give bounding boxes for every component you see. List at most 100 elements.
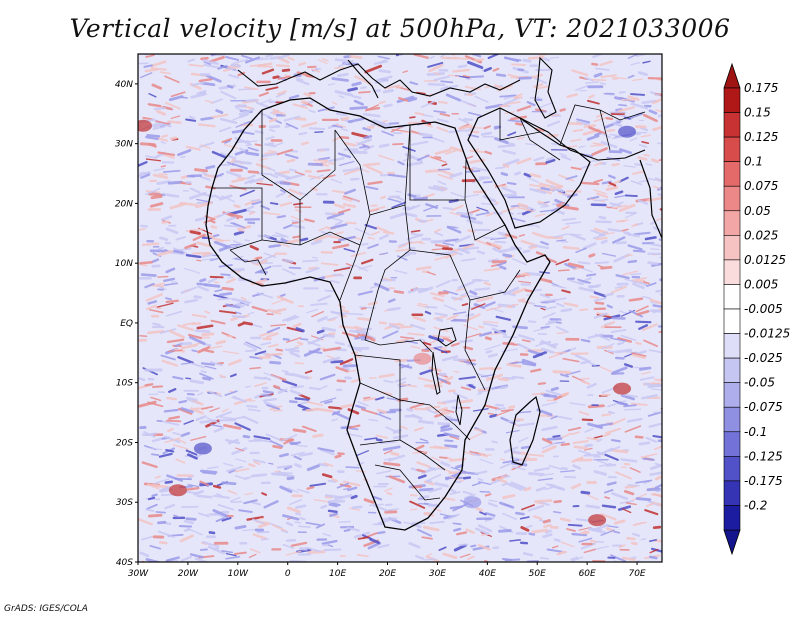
- field-streak: [163, 408, 179, 413]
- field-streak: [652, 304, 662, 308]
- field-streak: [253, 376, 267, 380]
- field-streak: [149, 544, 162, 550]
- field-streak: [388, 323, 401, 330]
- colorbar-label: -0.175: [744, 474, 783, 488]
- field-streak: [225, 552, 237, 557]
- field-streak: [539, 277, 553, 284]
- field-streak: [230, 416, 245, 421]
- field-streak: [656, 502, 662, 508]
- field-streak: [238, 108, 255, 115]
- field-streak: [440, 80, 454, 84]
- field-streak: [594, 261, 610, 265]
- field-streak: [377, 408, 387, 414]
- field-streak: [187, 58, 195, 63]
- field-streak: [560, 541, 575, 548]
- field-streak: [509, 539, 521, 542]
- europe-coastline: [237, 63, 521, 97]
- field-streak: [441, 399, 459, 404]
- field-streak: [442, 552, 458, 560]
- field-streak: [523, 486, 532, 492]
- field-streak: [206, 466, 219, 470]
- field-streak: [502, 158, 520, 167]
- field-streak: [381, 277, 393, 282]
- field-streak: [581, 181, 600, 186]
- field-streak: [338, 235, 356, 242]
- field-streak: [416, 154, 430, 161]
- field-streak: [189, 187, 201, 194]
- field-streak: [552, 434, 561, 438]
- field-streak: [231, 315, 246, 319]
- colorbar: 0.1750.150.1250.10.0750.050.0250.01250.0…: [723, 62, 790, 556]
- field-streak: [631, 352, 647, 357]
- field-streak: [409, 402, 425, 409]
- field-streak: [452, 522, 462, 526]
- field-streak: [184, 267, 201, 274]
- colorbar-label: -0.075: [744, 400, 783, 414]
- field-streak: [534, 501, 545, 505]
- field-streak: [331, 418, 338, 422]
- field-streak: [307, 340, 321, 347]
- field-streak: [619, 310, 629, 315]
- field-streak: [625, 502, 637, 506]
- field-streak: [180, 362, 190, 365]
- field-streak: [237, 71, 246, 77]
- field-streak: [242, 528, 258, 532]
- field-streak: [193, 168, 208, 173]
- field-streak: [535, 128, 545, 132]
- field-streak: [360, 408, 378, 415]
- field-streak: [145, 54, 155, 58]
- field-streak: [185, 118, 197, 122]
- field-streak: [502, 494, 516, 500]
- field-streak: [363, 396, 371, 399]
- field-streak: [387, 306, 401, 312]
- field-streak: [221, 550, 234, 554]
- field-streak: [638, 324, 648, 330]
- field-streak: [652, 126, 662, 132]
- field-streak: [637, 199, 649, 205]
- field-streak: [383, 379, 394, 384]
- coastlines: [205, 56, 662, 531]
- field-streak: [425, 168, 442, 174]
- field-streak: [448, 129, 466, 134]
- field-streak: [291, 373, 310, 380]
- field-streak: [210, 423, 223, 428]
- field-streak: [562, 246, 580, 250]
- field-streak: [294, 171, 305, 176]
- field-streak: [189, 379, 204, 385]
- field-streak: [353, 99, 365, 106]
- field-streak: [418, 495, 430, 499]
- field-streak: [606, 128, 616, 133]
- field-streak: [619, 90, 626, 94]
- field-streak: [429, 520, 445, 525]
- field-streak: [310, 302, 328, 307]
- field-streak: [243, 499, 258, 505]
- field-streak: [438, 100, 448, 104]
- field-streak: [354, 335, 366, 340]
- field-streak: [451, 250, 463, 256]
- field-streak: [643, 281, 650, 285]
- field-streak: [224, 224, 242, 228]
- field-streak: [649, 298, 662, 305]
- field-streak: [362, 112, 381, 118]
- field-streak: [505, 429, 520, 434]
- field-streak: [529, 187, 547, 195]
- field-streak: [272, 444, 283, 450]
- field-streak: [436, 401, 447, 405]
- field-streak: [645, 436, 658, 443]
- field-streak: [157, 530, 175, 538]
- field-streak: [400, 425, 408, 430]
- field-streak: [204, 343, 212, 347]
- velocity-field: [138, 54, 662, 562]
- field-streak: [652, 185, 661, 190]
- field-streak: [166, 396, 178, 401]
- field-streak: [249, 245, 259, 251]
- field-streak: [628, 309, 643, 318]
- field-streak: [411, 413, 423, 420]
- field-streak: [397, 244, 407, 249]
- field-streak: [410, 522, 422, 529]
- field-streak: [614, 348, 633, 354]
- field-streak: [284, 153, 299, 159]
- field-streak: [511, 375, 525, 380]
- field-streak: [551, 545, 559, 549]
- field-streak: [306, 401, 323, 406]
